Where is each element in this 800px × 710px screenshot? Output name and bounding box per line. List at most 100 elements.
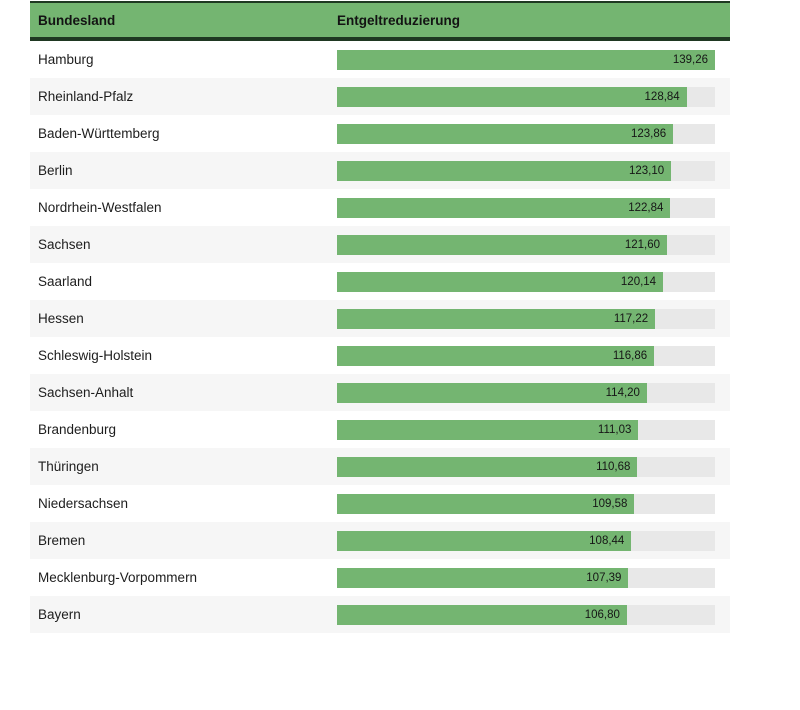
bar-cell: 121,60 [337,234,730,255]
bar-value-label: 117,22 [613,312,649,325]
bar-track: 111,03 [337,419,715,440]
table-row: Nordrhein-Westfalen 122,84 [30,189,730,226]
bar-fill: 139,26 [337,49,715,70]
table-row: Rheinland-Pfalz 128,84 [30,78,730,115]
bar-value-label: 111,03 [597,423,632,436]
bar-track: 109,58 [337,493,715,514]
table-row: Saarland 120,14 [30,263,730,300]
table-header: Bundesland Entgeltreduzierung [30,1,730,41]
bar-value-label: 123,86 [631,127,667,140]
bundesland-label: Mecklenburg-Vorpommern [38,570,198,585]
table-row: Bremen 108,44 [30,522,730,559]
bar-cell: 122,84 [337,197,730,218]
table-row: Brandenburg 111,03 [30,411,730,448]
bundesland-label: Bremen [38,533,86,548]
bar-track: 106,80 [337,604,715,625]
bar-fill: 128,84 [337,86,687,107]
table-row: Bayern 106,80 [30,596,730,633]
bar-fill: 122,84 [337,197,671,218]
bundesland-label: Berlin [38,163,73,178]
table-body: Hamburg 139,26 Rheinland-Pfalz 128,84 Ba… [30,41,730,633]
bundesland-bar-table: Bundesland Entgeltreduzierung Hamburg 13… [30,1,730,633]
bar-fill: 123,10 [337,160,672,181]
bar-fill: 109,58 [337,493,635,514]
bundesland-label: Niedersachsen [38,496,129,511]
table-row: Schleswig-Holstein 116,86 [30,337,730,374]
bundesland-label: Baden-Württemberg [38,126,160,141]
bar-cell: 108,44 [337,530,730,551]
bar-value-label: 107,39 [586,571,622,584]
bundesland-label: Rheinland-Pfalz [38,89,134,104]
bundesland-label: Brandenburg [38,422,117,437]
table-row: Baden-Württemberg 123,86 [30,115,730,152]
bar-cell: 123,10 [337,160,730,181]
bar-cell: 117,22 [337,308,730,329]
bundesland-label: Sachsen [38,237,91,252]
bar-value-label: 114,20 [605,386,640,399]
bar-track: 120,14 [337,271,715,292]
bar-cell: 107,39 [337,567,730,588]
bar-fill: 116,86 [337,345,655,366]
bar-track: 114,20 [337,382,715,403]
bar-fill: 107,39 [337,567,629,588]
bar-value-label: 123,10 [628,164,665,177]
bar-fill: 114,20 [337,382,647,403]
bar-track: 121,60 [337,234,715,255]
bundesland-label: Schleswig-Holstein [38,348,153,363]
bar-fill: 108,44 [337,530,632,551]
bar-cell: 110,68 [337,456,730,477]
bar-value-label: 121,60 [624,238,661,251]
bundesland-label: Hessen [38,311,84,326]
bar-track: 139,26 [337,49,715,70]
column-header-entgeltreduzierung: Entgeltreduzierung [337,12,461,28]
bar-track: 117,22 [337,308,715,329]
bundesland-label: Thüringen [38,459,99,474]
bar-fill: 120,14 [337,271,664,292]
table-row: Sachsen-Anhalt 114,20 [30,374,730,411]
table-row: Niedersachsen 109,58 [30,485,730,522]
bar-value-label: 106,80 [584,608,620,621]
bar-fill: 110,68 [337,456,638,477]
bar-cell: 109,58 [337,493,730,514]
table-row: Hamburg 139,26 [30,41,730,78]
bundesland-label: Bayern [38,607,81,622]
bar-track: 122,84 [337,197,715,218]
table-row: Berlin 123,10 [30,152,730,189]
bar-track: 123,86 [337,123,715,144]
bar-cell: 120,14 [337,271,730,292]
bar-fill: 111,03 [337,419,639,440]
bar-cell: 139,26 [337,49,730,70]
bundesland-label: Sachsen-Anhalt [38,385,134,400]
bar-track: 108,44 [337,530,715,551]
bar-cell: 111,03 [337,419,730,440]
column-header-bundesland: Bundesland [38,12,116,28]
bar-track: 110,68 [337,456,715,477]
bundesland-label: Saarland [38,274,93,289]
bar-fill: 106,80 [337,604,627,625]
bar-value-label: 120,14 [620,275,657,288]
bar-value-label: 108,44 [589,534,625,547]
bar-cell: 116,86 [337,345,730,366]
bundesland-label: Hamburg [38,52,94,67]
bar-value-label: 122,84 [628,201,664,214]
bar-cell: 128,84 [337,86,730,107]
table-row: Hessen 117,22 [30,300,730,337]
bar-cell: 123,86 [337,123,730,144]
bar-track: 128,84 [337,86,715,107]
bar-track: 123,10 [337,160,715,181]
bar-cell: 114,20 [337,382,730,403]
bar-value-label: 139,26 [672,53,708,66]
bar-track: 107,39 [337,567,715,588]
bar-value-label: 116,86 [612,349,648,362]
bar-fill: 123,86 [337,123,674,144]
bar-cell: 106,80 [337,604,730,625]
bar-value-label: 110,68 [596,460,631,473]
table-row: Mecklenburg-Vorpommern 107,39 [30,559,730,596]
bar-fill: 117,22 [337,308,656,329]
bar-fill: 121,60 [337,234,668,255]
table-row: Sachsen 121,60 [30,226,730,263]
bar-value-label: 109,58 [592,497,628,510]
bar-track: 116,86 [337,345,715,366]
bar-value-label: 128,84 [644,90,680,103]
bundesland-label: Nordrhein-Westfalen [38,200,162,215]
